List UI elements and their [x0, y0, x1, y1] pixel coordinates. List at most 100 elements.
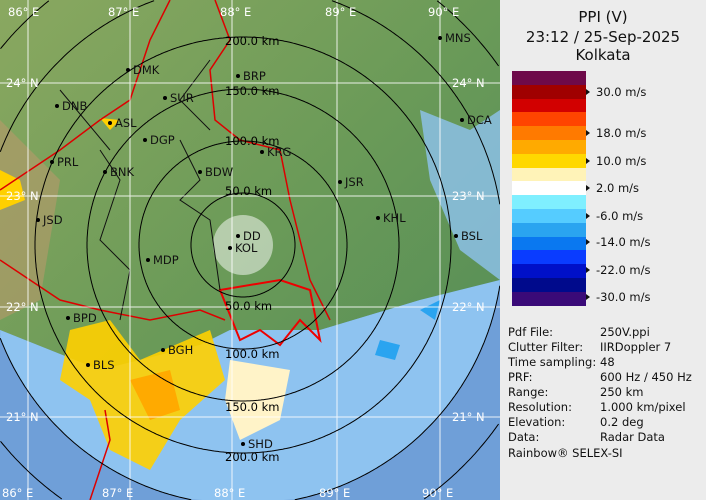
legend-label: 2.0 m/s [586, 181, 639, 195]
footer-credit: Rainbow® SELEX-SI [508, 446, 623, 460]
city-label: BNK [110, 165, 134, 179]
city-marker [228, 246, 232, 250]
range-rings [0, 0, 500, 500]
info-key: Range: [508, 385, 549, 399]
city-marker [36, 218, 40, 222]
legend-swatch [512, 208, 586, 223]
info-row: Range: 250 km [508, 385, 643, 400]
range-ring [0, 0, 500, 500]
city-marker [260, 150, 264, 154]
ring-label-south: 200.0 km [225, 450, 279, 464]
ring-label-south: 150.0 km [225, 400, 279, 414]
city-marker [143, 138, 147, 142]
legend-swatch [512, 236, 586, 251]
lon-label-bottom: 90° E [422, 486, 453, 500]
ring-label-north: 100.0 km [225, 134, 279, 148]
lat-label-right: 21° N [452, 410, 485, 424]
range-ring [34, 36, 452, 454]
city-label: JSD [42, 213, 63, 227]
ring-label-north: 200.0 km [225, 34, 279, 48]
info-row: Pdf File: 250V.ppi [508, 325, 650, 340]
info-row: Elevation: 0.2 deg [508, 415, 644, 430]
city-label: BRP [243, 69, 266, 83]
color-legend [512, 71, 586, 306]
legend-swatch [512, 291, 586, 306]
radar-map: 86° E 86° E 87° E 87° E 88° E 88° E 89° E 89° E… [0, 0, 500, 500]
city-label: MDP [153, 253, 179, 267]
info-key: Resolution: [508, 400, 572, 414]
city-marker [460, 118, 464, 122]
lat-label-left: 22° N [6, 300, 39, 314]
city-marker [86, 363, 90, 367]
city-marker [108, 121, 112, 125]
city-marker [103, 170, 107, 174]
city-marker [236, 234, 240, 238]
city-marker [236, 74, 240, 78]
info-value: 250V.ppi [600, 325, 650, 339]
state-boundaries [0, 0, 331, 500]
city-marker [241, 442, 245, 446]
info-value: 48 [600, 355, 615, 369]
city-label: KHL [383, 211, 406, 225]
city-label: KRG [267, 145, 291, 159]
legend-swatch [512, 250, 586, 265]
city-label: DGP [150, 133, 175, 147]
legend-label: 30.0 m/s [586, 85, 646, 99]
city-label: DNB [62, 99, 87, 113]
info-row: Clutter Filter: IIRDoppler 7 [508, 340, 671, 355]
city-label: ASL [115, 116, 137, 130]
info-key: PRF: [508, 370, 533, 384]
city-label: BGH [168, 343, 193, 357]
lat-lon-grid [0, 0, 500, 500]
legend-swatch [512, 98, 586, 113]
product-title: PPI (V) [578, 8, 628, 26]
legend-swatch [512, 112, 586, 127]
lon-label-bottom: 87° E [102, 486, 133, 500]
legend-label: 10.0 m/s [586, 154, 646, 168]
info-value: IIRDoppler 7 [600, 340, 672, 354]
info-row: PRF: 600 Hz / 450 Hz [508, 370, 692, 385]
info-key: Clutter Filter: [508, 340, 584, 354]
lon-label-bottom: 89° E [319, 486, 350, 500]
info-value: 600 Hz / 450 Hz [600, 370, 692, 384]
range-ring [0, 0, 500, 500]
info-key: Time sampling: [508, 355, 597, 369]
range-ring [86, 88, 400, 402]
city-label: BLS [93, 358, 115, 372]
ring-label-south: 50.0 km [225, 299, 272, 313]
city-label: KOL [235, 241, 258, 255]
legend-label: -6.0 m/s [586, 209, 643, 223]
lat-label-left: 23° N [6, 189, 39, 203]
lat-label-left: 24° N [6, 76, 39, 90]
station-name: Kolkata [575, 46, 631, 64]
city-label: SUR [170, 91, 194, 105]
city-marker [454, 234, 458, 238]
city-label: BPD [73, 311, 97, 325]
legend-swatch [512, 139, 586, 154]
city-marker [146, 258, 150, 262]
info-key: Pdf File: [508, 325, 554, 339]
city-marker [161, 348, 165, 352]
info-panel: PPI (V) 23:12 / 25-Sep-2025 Kolkata 30.0… [500, 0, 706, 500]
lon-label-bottom: 86° E [2, 486, 33, 500]
legend-label: -14.0 m/s [586, 235, 650, 249]
city-label: MNS [445, 31, 471, 45]
city-label: BDW [205, 165, 233, 179]
city-marker [66, 316, 70, 320]
info-row: Data: Radar Data [508, 430, 665, 445]
ring-label-north: 150.0 km [225, 84, 279, 98]
legend-swatch [512, 195, 586, 209]
lon-label-top: 86° E [8, 5, 39, 19]
legend-swatch [512, 167, 586, 182]
city-marker [438, 36, 442, 40]
info-value: Radar Data [600, 430, 665, 444]
lon-label-bottom: 88° E [214, 486, 245, 500]
ring-label-north: 50.0 km [225, 184, 272, 198]
lon-label-top: 90° E [428, 5, 459, 19]
lon-label-top: 87° E [108, 5, 139, 19]
legend-swatch [512, 153, 586, 168]
legend-label: -22.0 m/s [586, 263, 650, 277]
lat-label-right: 23° N [452, 189, 485, 203]
range-ring [138, 140, 348, 350]
legend-swatch [512, 181, 586, 196]
